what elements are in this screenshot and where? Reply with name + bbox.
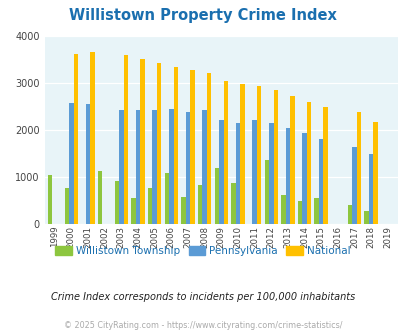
Bar (373, 122, 377, 224)
Bar (90, 52, 94, 224)
Bar (98, 171, 102, 224)
Bar (368, 154, 373, 224)
Bar (223, 81, 228, 224)
Bar (290, 96, 294, 224)
Bar (356, 113, 360, 224)
Bar (230, 183, 235, 224)
Bar (235, 123, 240, 224)
Bar (69, 103, 73, 224)
Bar (264, 160, 269, 224)
Bar (147, 188, 152, 224)
Bar (168, 109, 173, 224)
Bar (85, 104, 90, 224)
Bar (314, 198, 318, 224)
Bar (197, 185, 202, 224)
Bar (252, 120, 256, 224)
Bar (285, 127, 290, 224)
Bar (352, 147, 356, 224)
Bar (306, 102, 311, 224)
Bar (214, 168, 218, 224)
Bar (240, 84, 244, 224)
Bar (302, 133, 306, 224)
Bar (273, 90, 277, 224)
Text: © 2025 CityRating.com - https://www.cityrating.com/crime-statistics/: © 2025 CityRating.com - https://www.city… (64, 321, 341, 330)
Bar (323, 107, 327, 224)
Bar (190, 70, 194, 224)
Text: Willistown Property Crime Index: Willistown Property Crime Index (69, 8, 336, 23)
Bar (269, 123, 273, 224)
Bar (181, 197, 185, 224)
Bar (364, 211, 368, 224)
Bar (347, 205, 352, 224)
Bar (48, 176, 52, 224)
Bar (173, 67, 178, 224)
Bar (152, 110, 156, 224)
Bar (297, 201, 302, 224)
Bar (164, 173, 168, 224)
Bar (156, 63, 161, 224)
Bar (185, 113, 190, 224)
Text: Crime Index corresponds to incidents per 100,000 inhabitants: Crime Index corresponds to incidents per… (51, 292, 354, 302)
Bar (218, 120, 223, 224)
Legend: Willistown Township, Pennsylvania, National: Willistown Township, Pennsylvania, Natio… (51, 242, 354, 260)
Bar (119, 110, 123, 224)
Bar (64, 188, 69, 224)
Bar (114, 181, 119, 224)
Bar (207, 74, 211, 224)
Bar (202, 110, 207, 224)
Bar (123, 55, 128, 224)
Bar (131, 198, 135, 224)
Bar (140, 59, 144, 224)
Bar (256, 86, 261, 224)
Bar (281, 195, 285, 224)
Bar (135, 110, 140, 224)
Bar (73, 54, 78, 224)
Bar (318, 139, 323, 224)
